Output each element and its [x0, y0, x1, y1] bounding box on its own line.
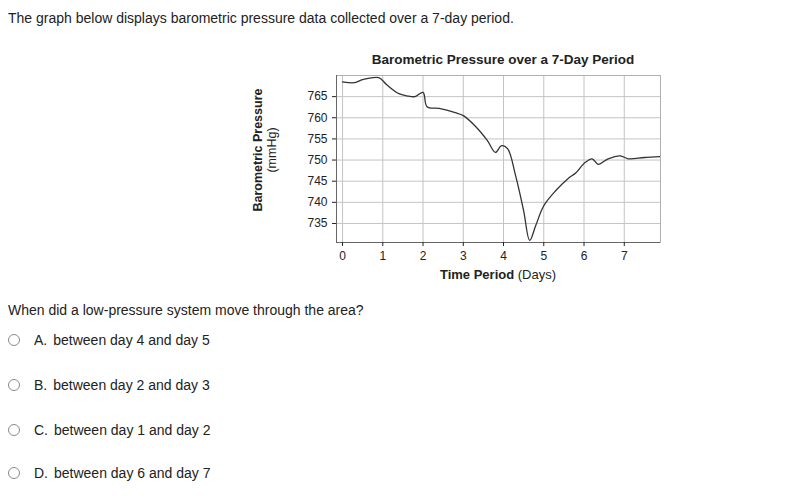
html-text:between day 1 and day 2: between day 1 and day 2 [54, 422, 211, 438]
svg-text:2: 2 [420, 249, 427, 263]
html-text:The graph below displays barom: The graph below displays barometric pres… [8, 10, 514, 26]
svg-text:740: 740 [307, 195, 327, 209]
svg-text:0: 0 [339, 249, 346, 263]
html-text:Barometric Pressure: Barometric Pressure [251, 88, 265, 212]
html-text:A. between day 4 and day 5: A. between day 4 and day 5 [34, 332, 210, 348]
html-text:Barometric Pressure over a 7-D: Barometric Pressure over a 7-Day Period [371, 52, 635, 67]
svg-text:1: 1 [379, 249, 386, 263]
html-text:(mmHg): (mmHg) [265, 127, 279, 173]
svg-text:5: 5 [540, 249, 547, 263]
svg-text:6: 6 [581, 249, 588, 263]
svg-text:7: 7 [621, 249, 628, 263]
svg-text:745: 745 [307, 174, 327, 188]
svg-text:755: 755 [307, 132, 327, 146]
svg-text:750: 750 [307, 153, 327, 167]
html-text:B. between day 2 and day 3: B. between day 2 and day 3 [34, 377, 210, 393]
html-text:D.: D. [34, 465, 48, 481]
svg-text:765: 765 [307, 89, 327, 103]
html-text:C.: C. [34, 422, 48, 438]
svg-text:3: 3 [460, 249, 467, 263]
svg-text:4: 4 [500, 249, 507, 263]
html-text:Time Period (Days): Time Period (Days) [440, 267, 556, 282]
html-text:When did a low-pressure system: When did a low-pressure system move thro… [8, 302, 364, 318]
html-text:between day 6 and day 7: between day 6 and day 7 [54, 465, 211, 481]
svg-text:735: 735 [307, 216, 327, 230]
svg-text:760: 760 [307, 111, 327, 125]
